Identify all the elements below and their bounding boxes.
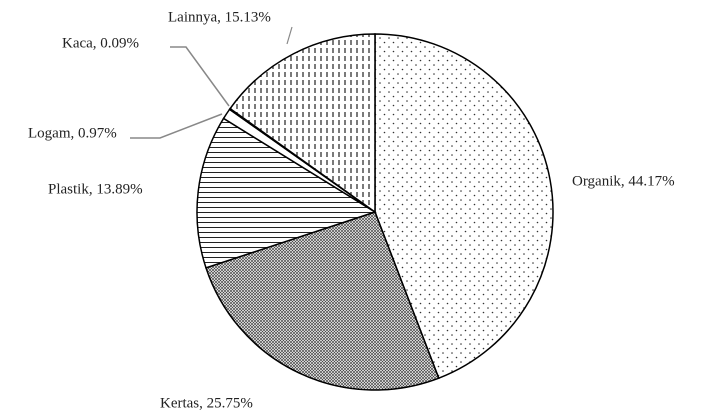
data-label: Kertas, 25.75% (160, 395, 253, 411)
labels: Organik, 44.17% Kertas, 25.75% Plastik, 13… (28, 9, 675, 411)
data-label: Logam, 0.97% (28, 125, 117, 141)
pie (196, 33, 554, 391)
pie-slice (205, 211, 440, 391)
data-label: Plastik, 13.89% (48, 181, 143, 197)
pie-slice (196, 117, 377, 269)
data-label: Organik, 44.17% (572, 173, 675, 189)
data-label: Kaca, 0.09% (62, 35, 139, 51)
pie-slice (229, 33, 376, 214)
data-label: Lainnya, 15.13% (168, 9, 271, 25)
leader-line (286, 26, 293, 45)
leader-line (130, 113, 223, 139)
pie-slice (374, 33, 554, 380)
leader-line (170, 46, 230, 107)
